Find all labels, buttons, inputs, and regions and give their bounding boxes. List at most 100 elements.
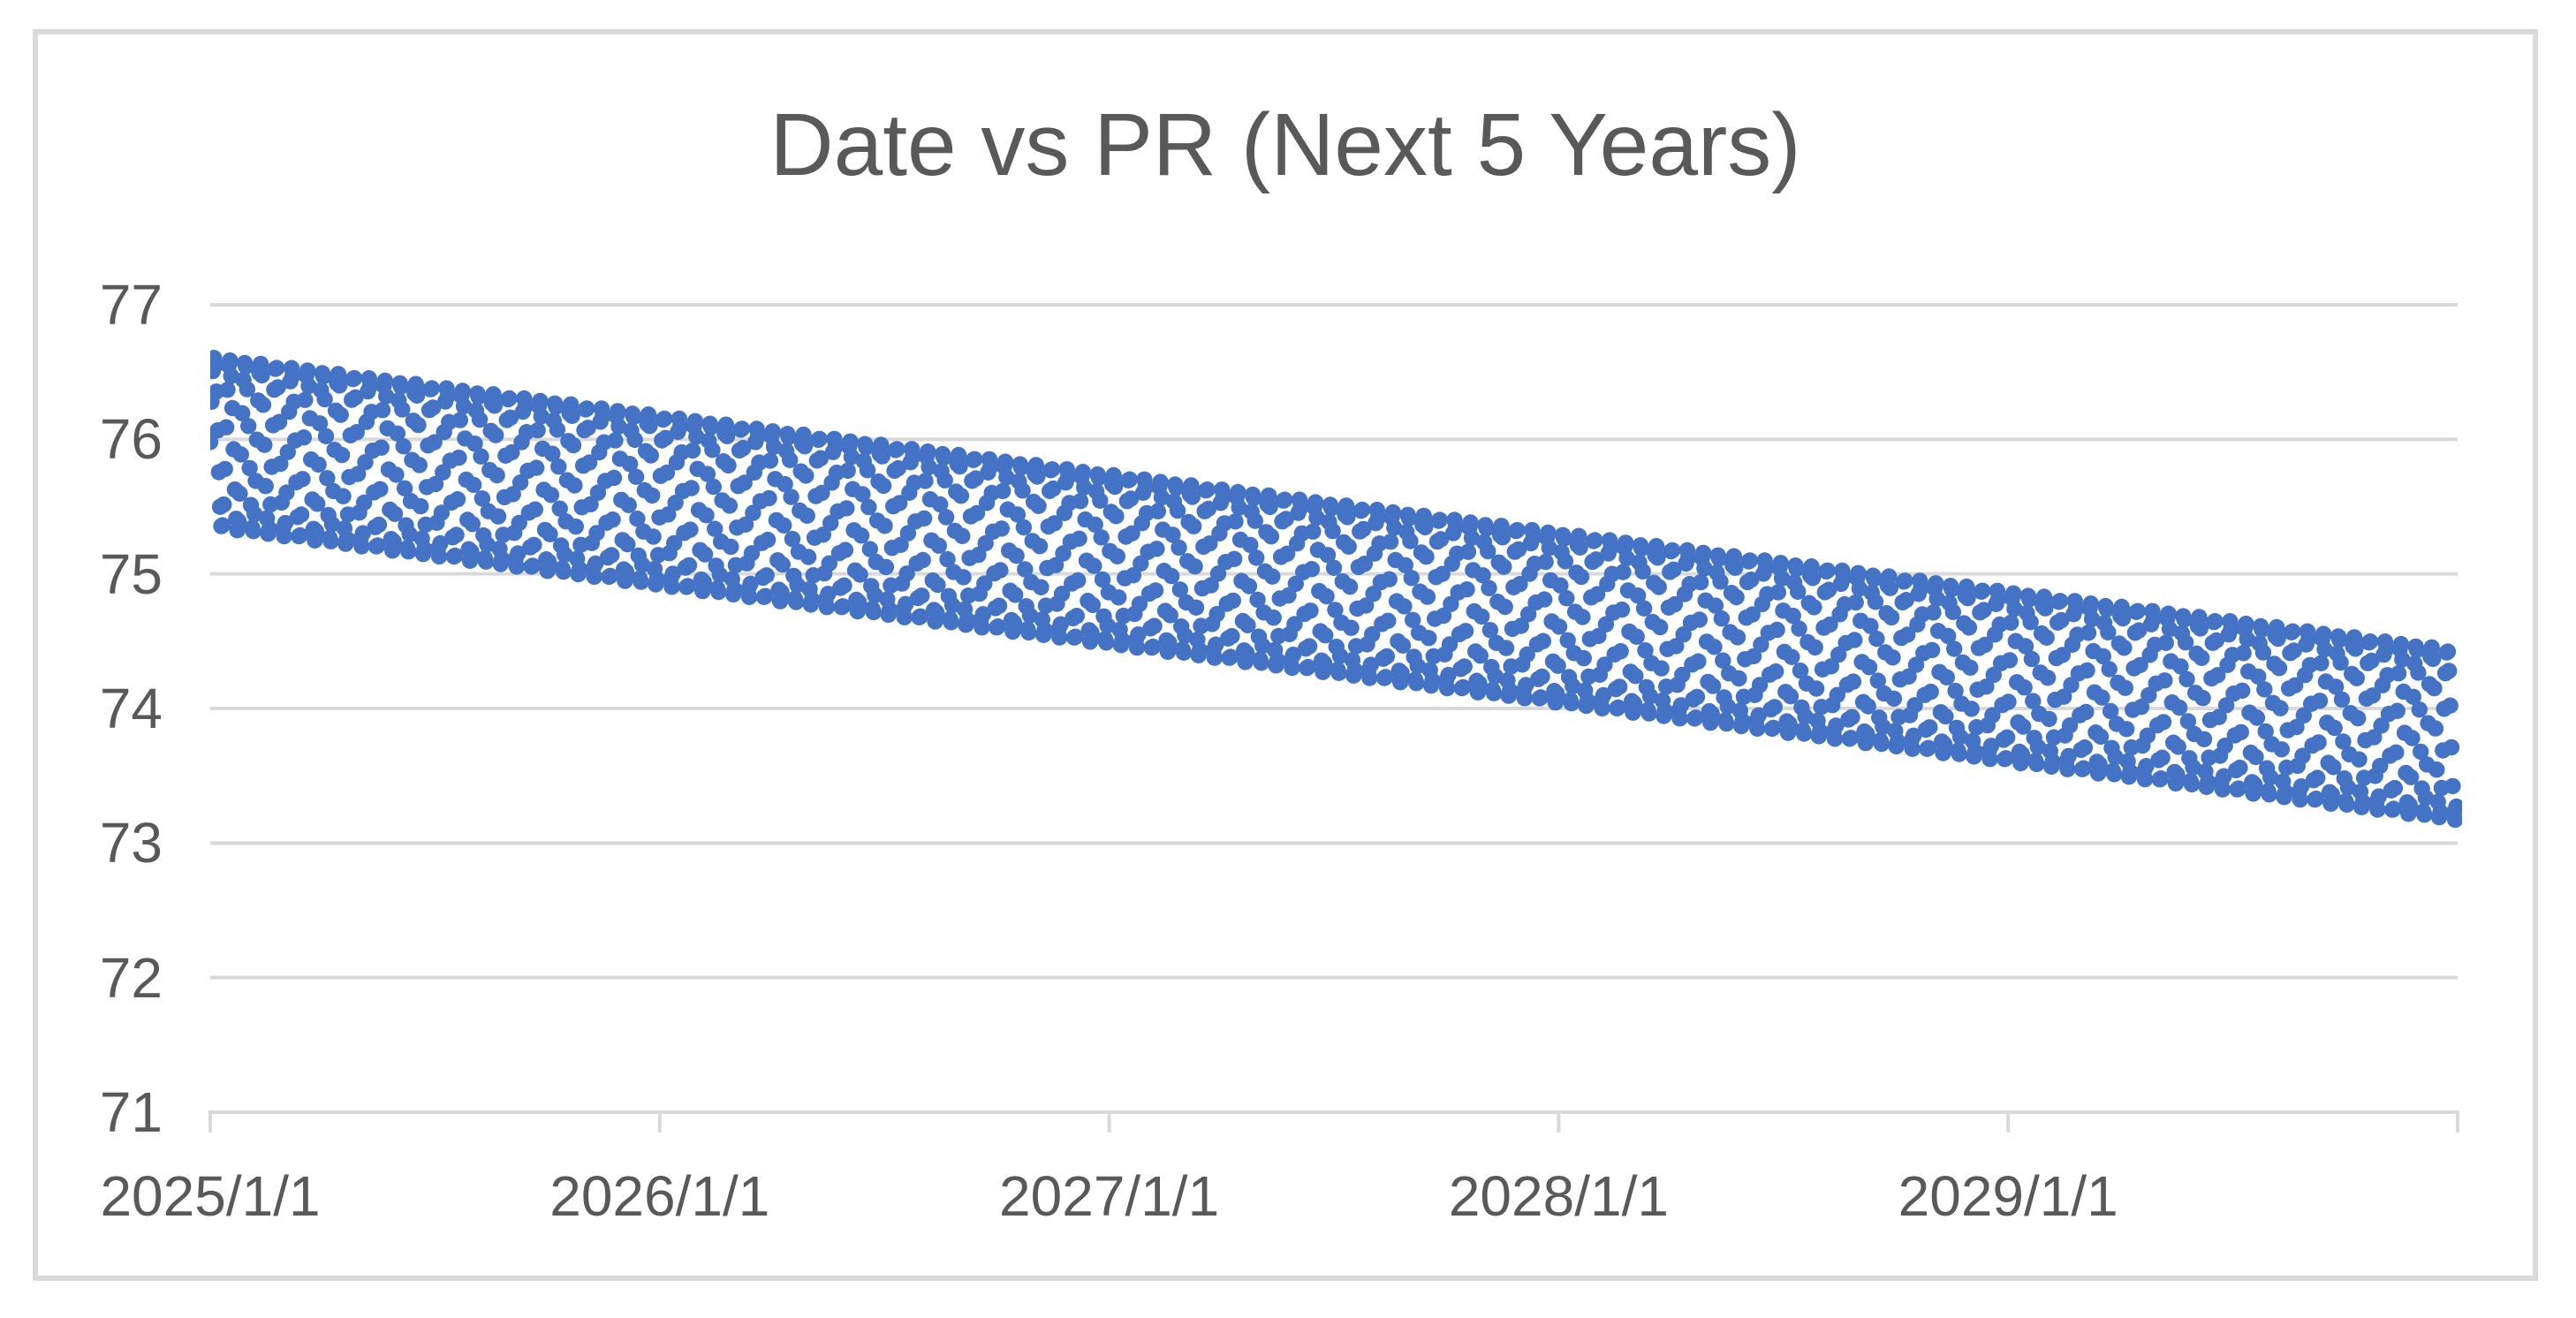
scatter-marker [231, 485, 248, 502]
scatter-marker [1518, 677, 1534, 693]
scatter-marker [1928, 575, 1944, 592]
scatter-marker [726, 581, 743, 598]
scatter-marker [1925, 604, 1942, 621]
scatter-marker [1618, 534, 1634, 551]
scatter-marker [851, 594, 868, 610]
scatter-marker [811, 430, 828, 448]
scatter-marker [1791, 620, 1807, 637]
scatter-marker [579, 400, 595, 417]
scatter-marker [2366, 729, 2383, 746]
scatter-marker [721, 497, 739, 514]
scatter-marker [416, 541, 433, 557]
scatter-marker [2192, 620, 2209, 637]
scatter-marker [1239, 617, 1256, 633]
scatter-marker [2428, 761, 2445, 778]
scatter-marker [2216, 738, 2233, 754]
scatter-marker [1307, 494, 1324, 511]
scatter-marker [1161, 634, 1178, 651]
scatter-marker [279, 443, 296, 460]
scatter-marker [1537, 553, 1554, 571]
scatter-marker [1844, 708, 1860, 725]
scatter-marker [410, 416, 427, 434]
scatter-marker [345, 369, 363, 387]
scatter-marker [451, 412, 468, 428]
scatter-marker [511, 474, 529, 491]
scatter-marker [230, 512, 247, 530]
scatter-marker [1540, 524, 1557, 542]
scatter-marker [1231, 499, 1247, 516]
scatter-marker [2194, 690, 2211, 707]
scatter-marker [1238, 644, 1255, 662]
scatter-marker [566, 477, 583, 494]
scatter-marker [1938, 669, 1955, 686]
scatter-marker [2385, 800, 2402, 817]
scatter-marker [1362, 656, 1380, 673]
scatter-marker [392, 378, 410, 395]
scatter-marker [501, 390, 518, 407]
scatter-marker [1830, 646, 1847, 663]
scatter-marker [1797, 708, 1814, 725]
scatter-marker [1007, 587, 1024, 603]
scatter-marker [1319, 547, 1337, 564]
scatter-marker [2325, 759, 2342, 776]
scatter-marker [1302, 602, 1319, 619]
scatter-marker [1572, 568, 1590, 586]
scatter-marker [865, 603, 883, 621]
scatter-marker [742, 575, 759, 593]
scatter-marker [1370, 509, 1387, 526]
scatter-marker [372, 481, 389, 497]
scatter-marker [699, 466, 716, 482]
scatter-marker [2217, 697, 2235, 714]
scatter-marker [1743, 572, 1760, 588]
scatter-marker [511, 514, 527, 532]
scatter-marker [1563, 694, 1580, 712]
scatter-marker [1447, 519, 1465, 536]
scatter-marker [1496, 558, 1512, 575]
scatter-marker [504, 443, 520, 461]
scatter-marker [1005, 614, 1023, 631]
scatter-marker [912, 608, 929, 625]
scatter-marker [757, 587, 774, 604]
scatter-marker [1137, 479, 1155, 496]
scatter-marker [1202, 577, 1219, 594]
scatter-marker [1051, 629, 1068, 646]
scatter-marker [605, 469, 623, 487]
scatter-marker [2448, 798, 2462, 815]
scatter-marker [528, 459, 545, 476]
scatter-marker [930, 537, 948, 554]
scatter-marker [889, 441, 905, 458]
scatter-marker [488, 427, 504, 443]
scatter-marker [1788, 560, 1806, 578]
scatter-marker [2176, 611, 2193, 628]
scatter-marker [524, 557, 542, 574]
scatter-marker [555, 563, 572, 580]
scatter-marker [2373, 717, 2390, 734]
scatter-marker [1594, 700, 1610, 717]
scatter-marker [527, 501, 543, 518]
scatter-marker [1254, 637, 1271, 655]
scatter-marker [1751, 677, 1769, 693]
scatter-marker [1099, 617, 1116, 634]
scatter-marker [890, 459, 906, 477]
scatter-marker [773, 584, 790, 601]
scatter-marker [2261, 786, 2277, 803]
scatter-marker [995, 482, 1011, 500]
scatter-marker [2079, 662, 2095, 679]
scatter-marker [1649, 549, 1666, 566]
scatter-marker [294, 471, 311, 488]
scatter-marker [2100, 624, 2117, 640]
scatter-marker [1757, 559, 1775, 577]
scatter-marker [389, 425, 405, 442]
scatter-marker [1046, 515, 1063, 532]
scatter-marker [540, 553, 557, 570]
scatter-marker [2171, 699, 2188, 716]
scatter-marker [1509, 521, 1526, 539]
scatter-marker [2231, 759, 2248, 776]
scatter-marker [1765, 719, 1782, 737]
scatter-marker [1575, 649, 1593, 667]
scatter-marker [508, 558, 526, 575]
scatter-marker [1201, 535, 1218, 552]
scatter-marker [1308, 509, 1325, 526]
scatter-marker [1951, 729, 1969, 746]
scatter-marker [256, 436, 273, 453]
